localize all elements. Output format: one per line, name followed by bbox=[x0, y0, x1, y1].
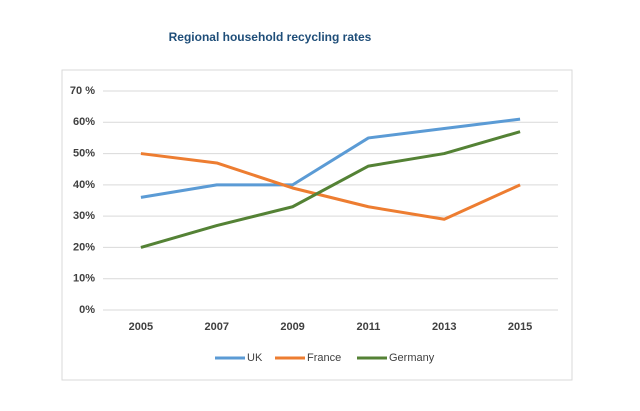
x-tick-label: 2009 bbox=[280, 321, 304, 333]
legend-label: UK bbox=[247, 352, 263, 364]
chart-title: Regional household recycling rates bbox=[169, 30, 372, 44]
y-tick-label: 70 % bbox=[70, 85, 95, 97]
x-tick-label: 2015 bbox=[508, 321, 532, 333]
y-tick-label: 40% bbox=[73, 179, 95, 191]
y-tick-label: 20% bbox=[73, 241, 95, 253]
series-line bbox=[140, 152, 521, 221]
series-line bbox=[140, 130, 521, 249]
x-tick-label: 2011 bbox=[356, 321, 380, 333]
x-tick-label: 2007 bbox=[205, 321, 229, 333]
y-tick-label: 10% bbox=[73, 273, 95, 285]
y-tick-label: 50% bbox=[73, 147, 95, 159]
x-tick-label: 2013 bbox=[432, 321, 456, 333]
chart-frame bbox=[61, 69, 573, 381]
x-tick-label: 2005 bbox=[129, 321, 153, 333]
legend-label: France bbox=[307, 352, 341, 364]
y-tick-label: 60% bbox=[73, 116, 95, 128]
y-tick-label: 0% bbox=[79, 304, 95, 316]
legend-label: Germany bbox=[389, 352, 435, 364]
series-line bbox=[140, 117, 521, 199]
y-tick-label: 30% bbox=[73, 210, 95, 222]
